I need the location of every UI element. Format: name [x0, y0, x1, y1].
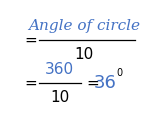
Text: 10: 10: [75, 47, 94, 62]
Text: =: =: [25, 33, 37, 48]
Text: 36: 36: [94, 74, 117, 92]
Text: =: =: [87, 75, 100, 90]
Text: Angle of circle: Angle of circle: [28, 19, 140, 33]
Text: 10: 10: [50, 90, 69, 105]
Text: 0: 0: [116, 69, 123, 78]
Text: =: =: [25, 75, 37, 90]
Text: 360: 360: [45, 62, 74, 77]
